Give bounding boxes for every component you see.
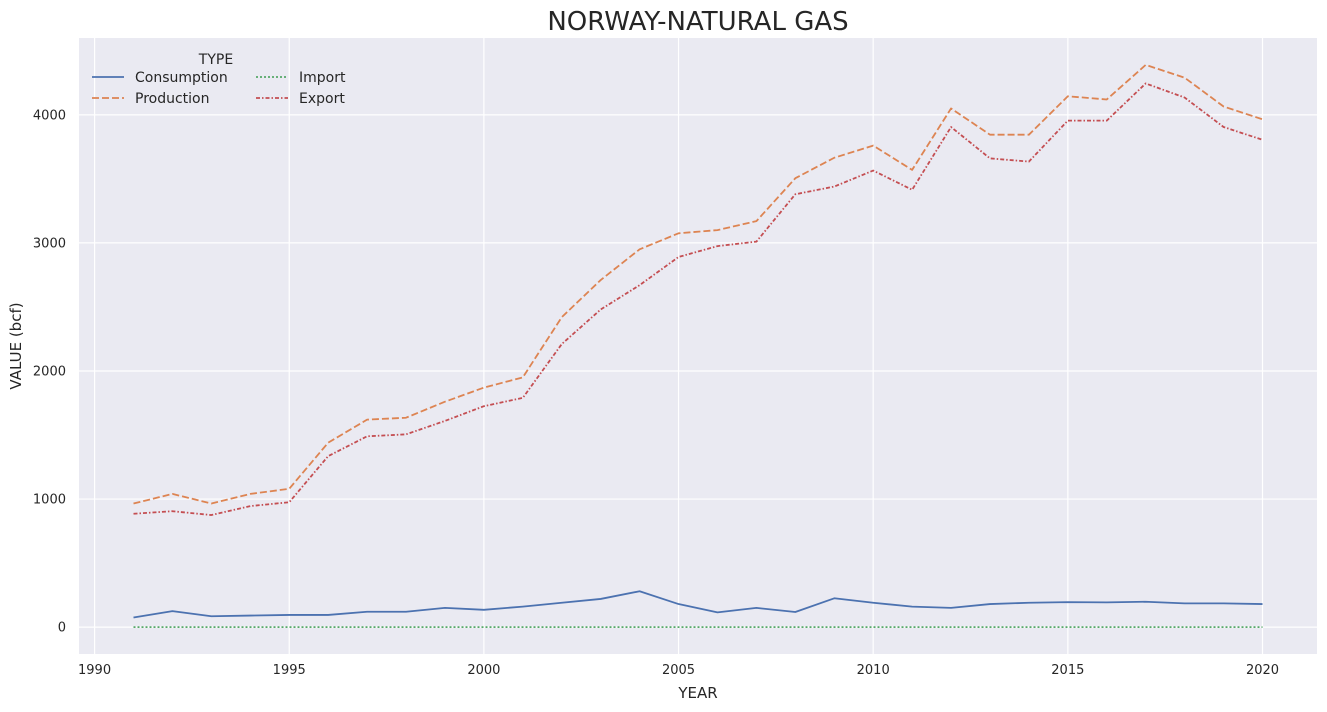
y-tick-label: 4000	[33, 108, 66, 123]
plot-background	[79, 38, 1317, 654]
legend-label-import: Import	[299, 70, 346, 86]
y-axis-label: VALUE (bcf)	[7, 302, 25, 389]
y-tick-label: 0	[58, 621, 66, 636]
y-tick-label: 3000	[33, 236, 66, 251]
x-tick-label: 1995	[273, 663, 306, 678]
x-axis-label: YEAR	[677, 684, 717, 702]
x-tick-label: 2005	[662, 663, 695, 678]
y-tick-label: 1000	[33, 493, 66, 508]
x-tick-label: 2020	[1246, 663, 1279, 678]
series-line-consumption	[133, 590, 1263, 619]
series-lines	[133, 63, 1263, 629]
x-tick-label: 1990	[78, 663, 111, 678]
legend-label-production: Production	[135, 91, 209, 107]
legend-label-export: Export	[299, 91, 345, 107]
y-tick-labels: 0 1000 2000 3000 4000	[33, 108, 66, 635]
series-line-production	[133, 63, 1263, 505]
x-tick-label: 2015	[1051, 663, 1084, 678]
grid	[79, 38, 1317, 654]
chart-title: NORWAY-NATURAL GAS	[547, 7, 848, 37]
legend-title: TYPE	[198, 52, 233, 68]
x-tick-labels: 1990 1995 2000 2005 2010 2015 2020	[78, 663, 1279, 678]
legend-label-consumption: Consumption	[135, 70, 228, 86]
series-line-export	[133, 82, 1263, 516]
y-tick-label: 2000	[33, 364, 66, 379]
legend: TYPE Consumption Production Import Export	[92, 52, 346, 107]
x-tick-label: 2000	[467, 663, 500, 678]
x-tick-label: 2010	[857, 663, 890, 678]
